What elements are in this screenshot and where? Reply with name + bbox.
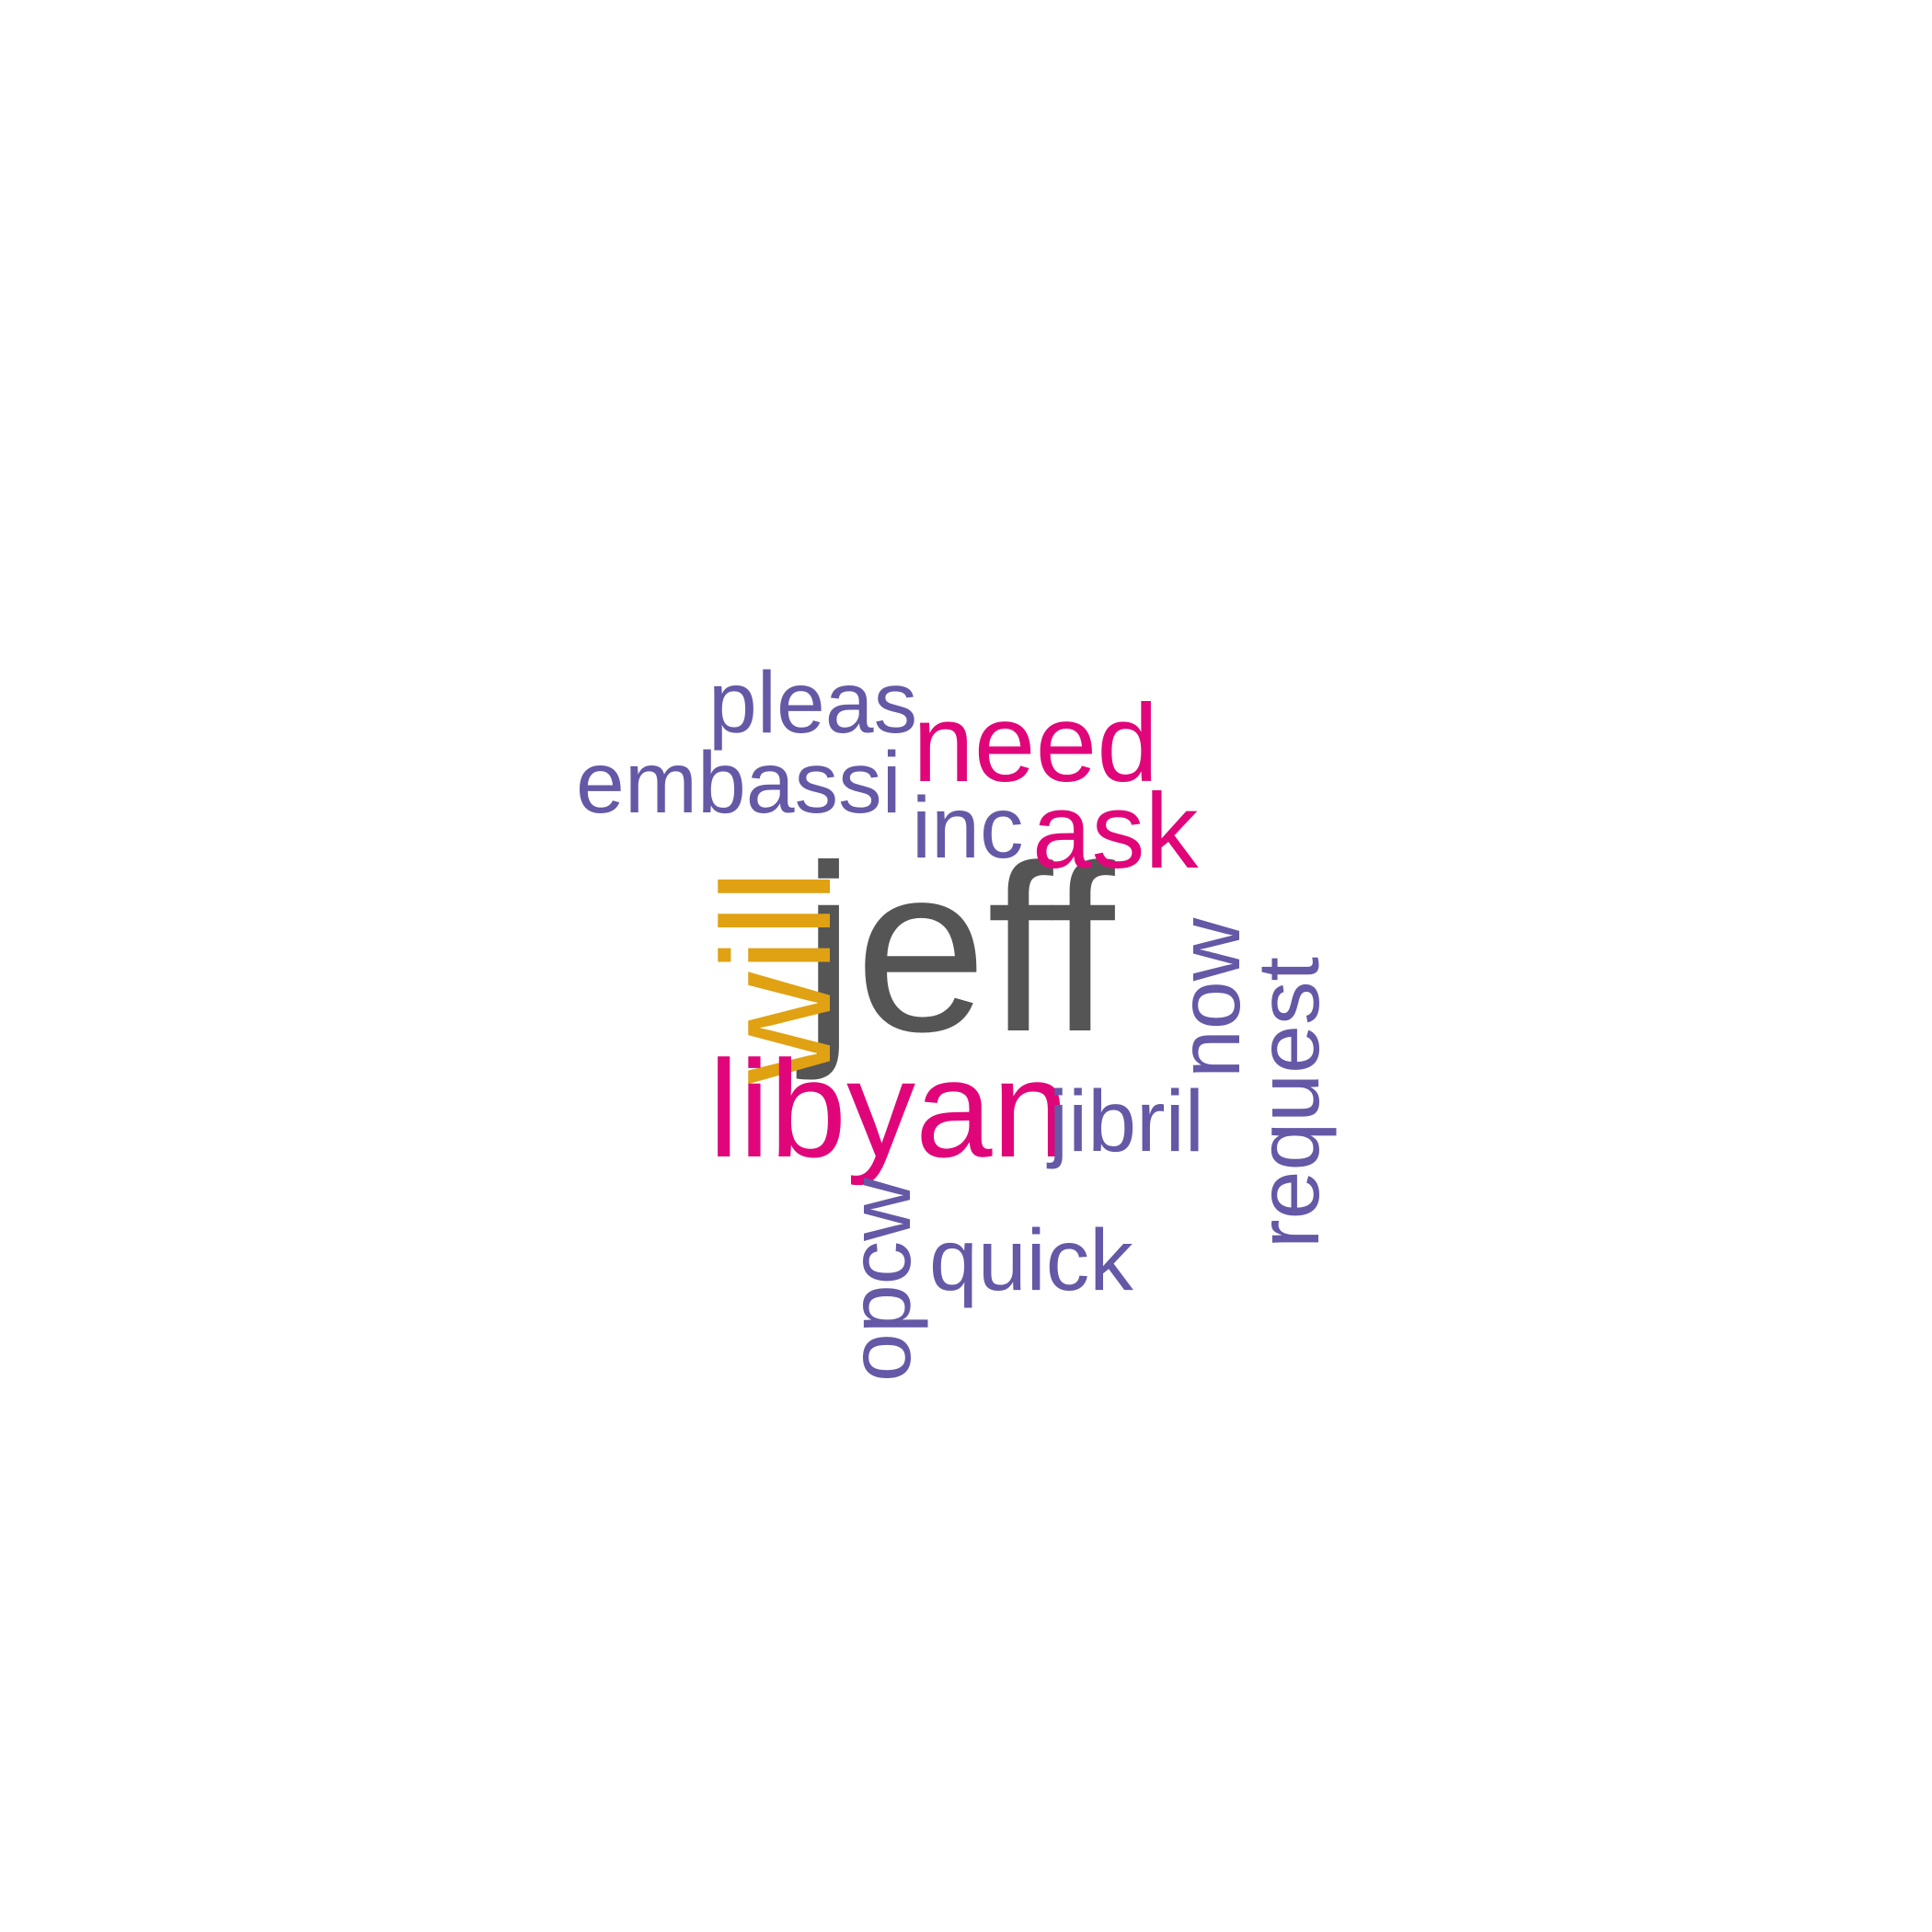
word-embassi: embassi	[576, 734, 902, 832]
word-ask: ask	[1032, 771, 1199, 891]
word-quick: quick	[929, 1212, 1133, 1309]
word-jibril: jibril	[1049, 1073, 1204, 1170]
word-opcw: opcw	[832, 1178, 929, 1382]
word-inc: inc	[912, 779, 1024, 877]
word-request: request	[1240, 957, 1338, 1248]
word-jeff: jeff	[802, 815, 1115, 1081]
word-pleas: pleas	[708, 654, 918, 752]
word-libyan: libyan	[708, 1031, 1069, 1186]
word-need: need	[913, 682, 1158, 805]
